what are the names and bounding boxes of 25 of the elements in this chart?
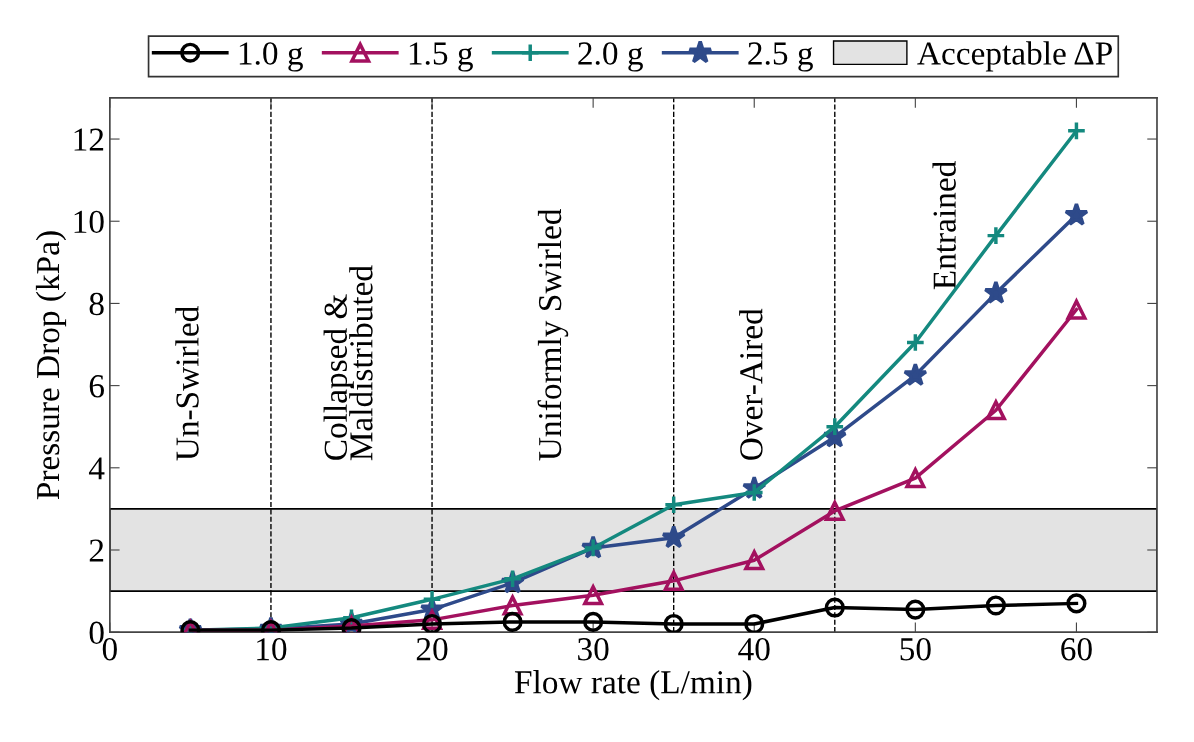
legend-label: Acceptable ΔP bbox=[917, 41, 1112, 72]
legend-label: 1.5 g bbox=[409, 42, 473, 72]
legend-label: 2.0 g bbox=[578, 42, 643, 72]
annotation: Over-Aired bbox=[739, 308, 763, 460]
x-tick-label: 60 bbox=[1061, 638, 1092, 661]
y-tick-label: 12 bbox=[74, 128, 104, 151]
x-tick-label: 20 bbox=[416, 638, 448, 661]
x-tick-label: 10 bbox=[257, 638, 287, 661]
y-tick-label: 4 bbox=[88, 457, 105, 480]
x-tick-label: 30 bbox=[578, 638, 609, 661]
y-tick-label: 6 bbox=[89, 375, 104, 398]
annotation: Entrained bbox=[932, 161, 956, 290]
annotation: Uniformly Swirled bbox=[537, 208, 569, 461]
legend-label: 2.5 g bbox=[748, 42, 813, 72]
x-tick-label: 50 bbox=[900, 638, 931, 661]
y-tick-label: 2 bbox=[89, 539, 104, 562]
annotation: Un-Swirled bbox=[175, 306, 199, 461]
y-tick-label: 0 bbox=[89, 621, 104, 645]
x-tick-label: 40 bbox=[738, 638, 770, 661]
x-axis-title: Flow rate (L/min) bbox=[514, 670, 752, 701]
y-tick-label: 8 bbox=[89, 292, 104, 316]
y-axis-title: Pressure Drop (kPa) bbox=[35, 231, 67, 500]
legend-label: 1.0 g bbox=[239, 42, 303, 72]
annotation: Collapsed & Maldistributed bbox=[323, 265, 373, 461]
y-tick-label: 10 bbox=[74, 210, 104, 234]
